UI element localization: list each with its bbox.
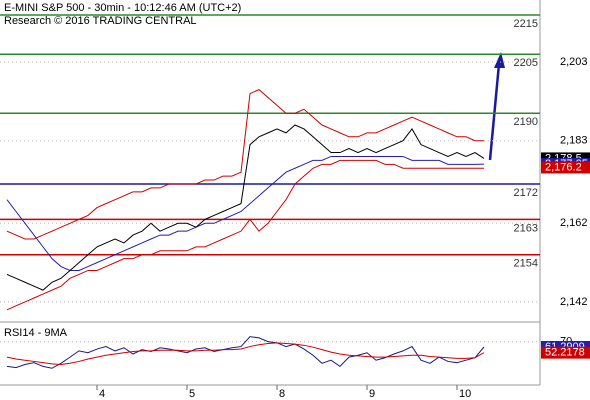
chart-title: E-MINI S&P 500 - 30min - 10:12:46 AM (UT… — [4, 2, 241, 14]
x-tick-label: 8 — [279, 388, 285, 400]
level-label: 2190 — [514, 116, 538, 128]
value-tag — [541, 346, 590, 359]
y-tick-label: 2,162 — [560, 217, 588, 229]
y-tick-label: 2,142 — [560, 296, 588, 308]
level-label: 2172 — [514, 187, 538, 199]
chart-subtitle: Research © 2016 TRADING CENTRAL — [4, 15, 197, 27]
value-tag-label: 52.2178 — [545, 347, 585, 359]
forecast-arrowhead — [494, 52, 505, 68]
level-label: 2205 — [514, 57, 538, 69]
x-tick-label: 10 — [459, 388, 471, 400]
level-label: 2215 — [514, 18, 538, 30]
value-tag-label: 2,176.2 — [545, 161, 582, 173]
y-tick-label: 2,203 — [560, 56, 588, 68]
series-line — [6, 159, 484, 311]
level-label: 2163 — [514, 222, 538, 234]
x-tick-label: 4 — [99, 388, 105, 400]
x-tick-label: 9 — [369, 388, 375, 400]
value-tag — [541, 161, 590, 174]
y-tick-label: 2,183 — [560, 135, 588, 147]
series-line — [6, 89, 484, 240]
series-line — [6, 155, 485, 271]
series-line — [6, 342, 485, 366]
rsi-title: RSI14 - 9MA — [4, 327, 68, 339]
series-line — [6, 336, 485, 369]
forecast-arrow — [488, 63, 501, 161]
series-line — [6, 124, 485, 291]
level-label: 2154 — [514, 258, 538, 270]
x-tick-label: 5 — [189, 388, 195, 400]
